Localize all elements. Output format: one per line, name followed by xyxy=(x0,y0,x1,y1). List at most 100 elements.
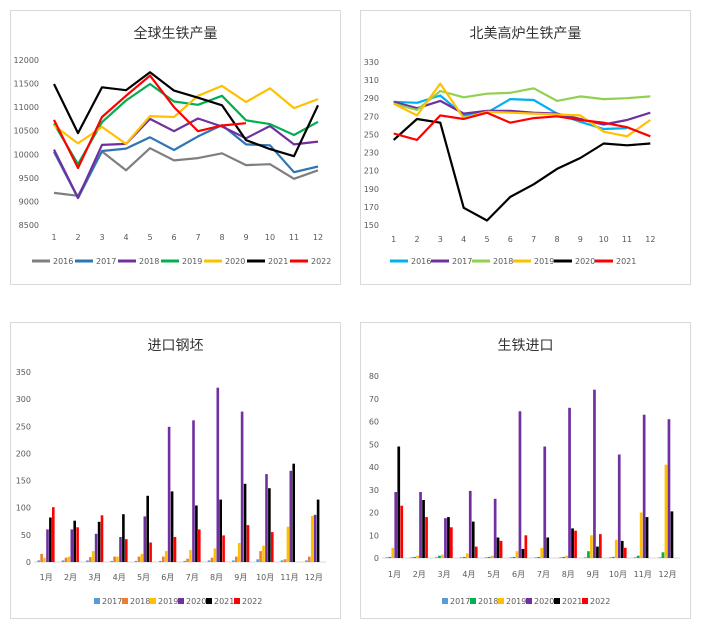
y-tick-label: 9000 xyxy=(19,197,39,206)
y-tick-label: 270 xyxy=(364,112,379,121)
bar-2018-11月 xyxy=(283,559,287,562)
bar-2022-2月 xyxy=(76,527,79,562)
bar-2019-4月 xyxy=(116,556,119,562)
bar-2019-6月 xyxy=(164,551,168,562)
x-tick-label: 11月 xyxy=(280,573,298,582)
bar-2020-11月 xyxy=(289,470,293,562)
bar-2020-8月 xyxy=(216,387,220,562)
bar-2022-7月 xyxy=(198,529,201,562)
bar-2020-4月 xyxy=(119,537,122,562)
bar-2017-6月 xyxy=(509,557,513,558)
bar-2022-1月 xyxy=(400,505,404,558)
bar-2018-2月 xyxy=(64,557,68,562)
x-tick-label: 3 xyxy=(99,233,104,242)
series-line-2020 xyxy=(392,117,651,222)
bar-2022-6月 xyxy=(173,537,177,562)
bar-2018-12月 xyxy=(308,556,311,562)
bar-2020-6月 xyxy=(167,426,171,562)
bar-2019-11月 xyxy=(639,512,643,558)
bar-2021-11月 xyxy=(645,517,649,558)
bar-2017-1月 xyxy=(385,557,389,558)
bar-2018-3月 xyxy=(89,557,92,562)
x-tick-label: 1月 xyxy=(388,570,401,579)
x-tick-label: 8 xyxy=(219,233,224,242)
y-tick-label: 310 xyxy=(364,76,379,85)
chart-title: 进口钢坯 xyxy=(148,338,204,354)
legend-label-2022: 2022 xyxy=(242,597,262,606)
bar-2019-1月 xyxy=(43,557,46,562)
bar-2021-11月 xyxy=(292,463,295,562)
series-line-2018 xyxy=(393,87,651,112)
bar-2017-4月 xyxy=(460,557,463,558)
bar-2022-10月 xyxy=(271,532,274,562)
bar-2020-4月 xyxy=(468,490,472,558)
bar-2020-12月 xyxy=(313,514,317,562)
x-tick-label: 5月 xyxy=(137,573,150,582)
x-tick-label: 12 xyxy=(313,233,323,242)
x-tick-label: 6 xyxy=(508,235,513,244)
bar-2019-8月 xyxy=(565,555,568,558)
bar-2018-5月 xyxy=(137,556,141,562)
bar-2017-3月 xyxy=(435,557,438,558)
series-line-2020 xyxy=(53,84,319,145)
bar-2018-9月 xyxy=(587,551,590,558)
x-tick-label: 9 xyxy=(578,235,583,244)
bar-2019-4月 xyxy=(465,553,469,558)
bar-2021-9月 xyxy=(596,546,599,558)
series-line-2021 xyxy=(53,71,319,158)
bar-2022-3月 xyxy=(450,527,453,558)
chart-title: 生铁进口 xyxy=(498,338,554,354)
bar-2021-4月 xyxy=(122,514,125,562)
legend-label-2016: 2016 xyxy=(411,257,431,266)
bar-2019-12月 xyxy=(310,515,314,562)
bar-2017-2月 xyxy=(410,557,413,558)
bar-2018-7月 xyxy=(537,556,541,558)
bar-2021-3月 xyxy=(97,521,101,562)
bar-2019-8月 xyxy=(213,548,217,562)
bar-2018-1月 xyxy=(40,553,43,562)
bar-2017-5月 xyxy=(134,560,138,562)
legend-swatch-2017 xyxy=(94,598,100,604)
bar-2017-1月 xyxy=(37,560,40,562)
legend-label-2018: 2018 xyxy=(139,257,159,266)
legend-label-2021: 2021 xyxy=(214,597,234,606)
chart-frame xyxy=(360,10,691,285)
bar-2022-9月 xyxy=(246,525,250,562)
x-tick-label: 4 xyxy=(461,235,466,244)
legend-label-2017: 2017 xyxy=(450,597,470,606)
y-tick-label: 50 xyxy=(21,531,31,540)
bar-2021-2月 xyxy=(73,520,76,562)
x-tick-label: 4 xyxy=(123,233,128,242)
legend-swatch-2022 xyxy=(582,598,588,604)
bar-2021-8月 xyxy=(219,499,222,562)
x-tick-label: 5 xyxy=(484,235,489,244)
x-tick-label: 9月 xyxy=(587,570,600,579)
x-tick-label: 9月 xyxy=(234,573,247,582)
bar-2017-10月 xyxy=(609,557,612,558)
bar-2019-11月 xyxy=(286,526,290,562)
imported-billet-chart: 进口钢坯 0 50 100 150 200 250 300 350 1月 2月 3月 4月 5月 6月 7月 8… xyxy=(10,322,341,619)
bar-2020-5月 xyxy=(493,498,497,558)
bar-2017-8月 xyxy=(559,557,562,558)
bar-2020-3月 xyxy=(444,518,447,558)
bar-2022-9月 xyxy=(599,534,602,558)
pig-iron-import-chart: 生铁进口 0 10 20 30 40 50 60 70 80 1月 2月 3月 4月 5月 6月 7月 8月 9月 1… xyxy=(360,322,691,619)
bar-2018-6月 xyxy=(512,556,516,558)
bar-2017-4月 xyxy=(110,560,113,562)
bar-2019-5月 xyxy=(490,555,494,558)
y-tick-label: 100 xyxy=(16,504,31,513)
y-tick-label: 350 xyxy=(16,368,31,377)
bar-2021-2月 xyxy=(422,500,425,558)
bar-2021-12月 xyxy=(316,499,320,562)
bar-2021-8月 xyxy=(571,528,574,558)
x-tick-label: 8 xyxy=(554,235,559,244)
x-tick-label: 10 xyxy=(599,235,609,244)
legend-label-2021: 2021 xyxy=(616,257,636,266)
y-tick-label: 50 xyxy=(369,440,379,449)
series-line-2022 xyxy=(53,74,247,170)
bar-2018-6月 xyxy=(162,556,165,562)
bar-2020-2月 xyxy=(70,529,74,562)
x-tick-label: 11 xyxy=(622,235,632,244)
legend-swatch-2021 xyxy=(206,598,212,604)
bar-2020-1月 xyxy=(46,529,49,562)
